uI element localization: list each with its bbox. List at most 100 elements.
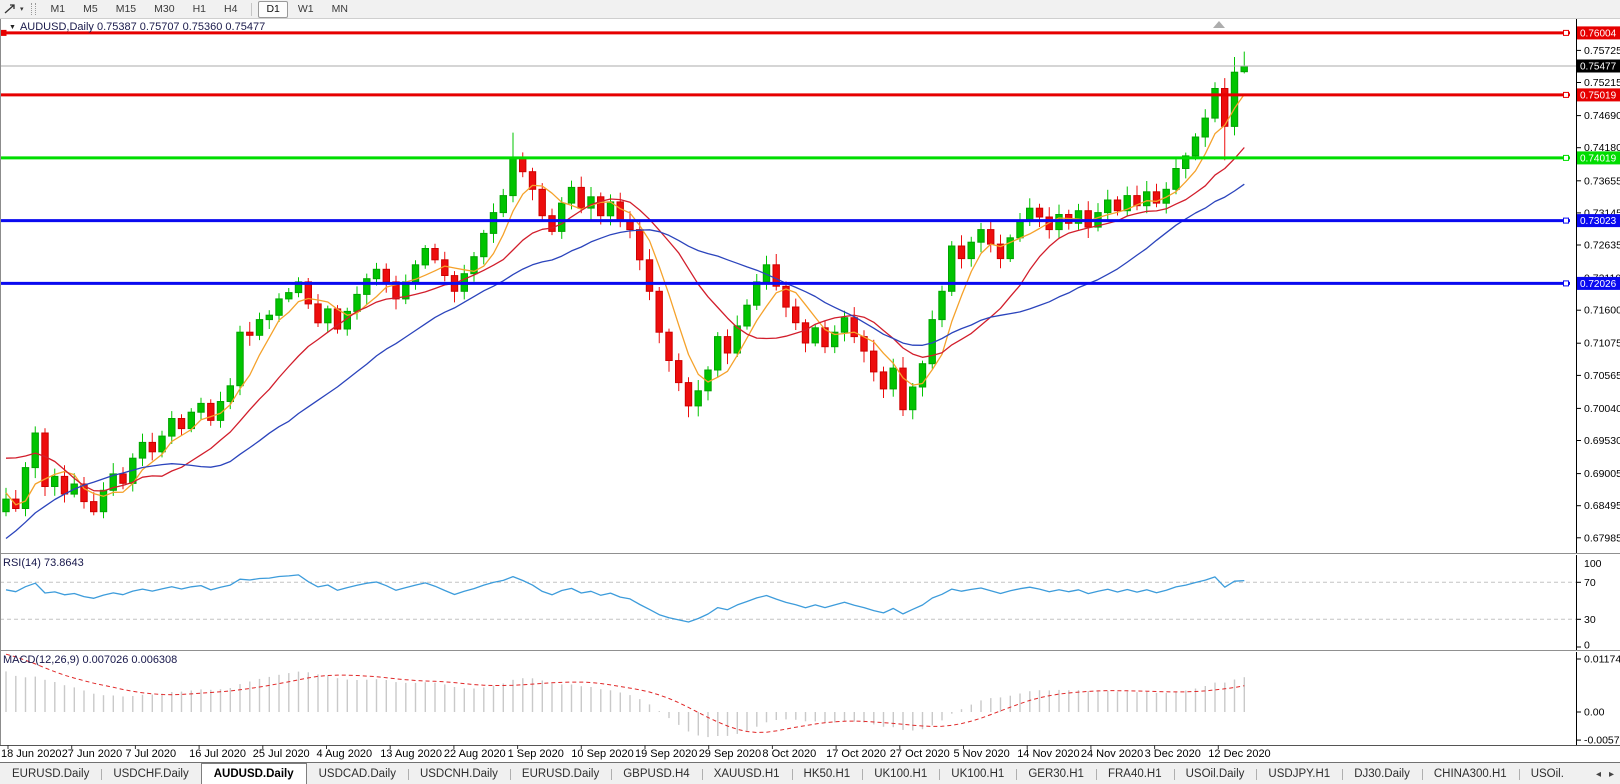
- timeframe-button-d1[interactable]: D1: [258, 0, 288, 18]
- tab-eurusd-daily[interactable]: EURUSD.Daily: [509, 765, 611, 784]
- timeframe-button-mn[interactable]: MN: [331, 2, 348, 15]
- line-handle-icon[interactable]: [1563, 29, 1569, 36]
- candle: [1026, 207, 1034, 222]
- tab-scroll-left-icon[interactable]: ◂: [1595, 769, 1601, 780]
- price-level-badge-label: 0.72026: [1580, 279, 1617, 290]
- chart-shift-marker-icon[interactable]: [1213, 21, 1225, 28]
- candle: [519, 157, 527, 173]
- candle: [1162, 188, 1170, 204]
- rsi-axis-tick-label: 0: [1584, 640, 1590, 652]
- price-level-badge: [1577, 151, 1620, 165]
- tab-uk100-h1[interactable]: UK100.H1: [939, 765, 1016, 784]
- tab-usdcad-daily[interactable]: USDCAD.Daily: [318, 768, 396, 780]
- tab-usoil-[interactable]: USOil.: [1518, 765, 1576, 784]
- candle: [860, 336, 868, 352]
- price-axis-tick-label: 0.69530: [1584, 435, 1620, 447]
- line-handle-icon[interactable]: [1563, 217, 1569, 224]
- candle: [987, 229, 995, 245]
- tab-usdcnh-daily[interactable]: USDCNH.Daily: [407, 765, 510, 784]
- candle: [636, 229, 644, 261]
- price-axis-tick-label: 0.75215: [1584, 77, 1620, 89]
- candle: [1152, 191, 1161, 204]
- cursor-tool-button[interactable]: ▾: [0, 1, 28, 17]
- date-axis-label: 18 Jun 2020: [1, 748, 62, 760]
- chart-canvas[interactable]: 0.757250.752150.746900.741800.736550.731…: [0, 0, 1620, 762]
- candle: [158, 435, 166, 453]
- tab-scroll-right-icon[interactable]: ▸: [1608, 769, 1614, 780]
- tab-usdjpy-h1[interactable]: USDJPY.H1: [1256, 765, 1342, 784]
- candle: [870, 350, 878, 373]
- tab-ger30-h1[interactable]: GER30.H1: [1016, 765, 1096, 784]
- candle: [684, 382, 693, 407]
- candle: [558, 202, 566, 232]
- price-axis-tick-label: 0.70565: [1584, 370, 1620, 382]
- candle: [246, 331, 254, 336]
- candle: [21, 467, 30, 510]
- candle: [324, 308, 332, 324]
- candle: [831, 331, 839, 348]
- date-axis-label: 14 Nov 2020: [1017, 748, 1079, 760]
- candle: [528, 171, 537, 190]
- tab-usdchf-daily[interactable]: USDCHF.Daily: [101, 765, 200, 784]
- macd-axis-tick-label: 0.011743: [1584, 654, 1620, 666]
- candle: [879, 371, 888, 390]
- candle: [918, 363, 927, 388]
- toolbar-grip[interactable]: [30, 3, 36, 15]
- tab-scroll-arrows: ◂ ▸: [1587, 764, 1620, 784]
- timeframe-button-h4[interactable]: H4: [224, 2, 238, 15]
- timeframe-buttons: M1 M5 M15 M30 H1 H4 D1 W1 MN: [42, 0, 357, 18]
- candle: [51, 475, 59, 487]
- rsi-pane: 100 70 30 0: [0, 554, 1602, 652]
- candle: [1230, 71, 1239, 127]
- candle: [489, 212, 498, 234]
- candle: [840, 317, 849, 333]
- chart-title-ohlc: 0.75387 0.75707 0.75360 0.75477: [96, 21, 266, 33]
- tab-xauusd-h1[interactable]: XAUUSD.H1: [701, 765, 792, 784]
- candle: [421, 248, 430, 266]
- candle: [577, 186, 585, 209]
- candle: [197, 402, 205, 413]
- candle: [801, 322, 810, 344]
- macd-axis-tick-label: 0.00: [1584, 707, 1605, 719]
- rsi-axis-tick-label: 100: [1584, 558, 1602, 570]
- candle: [723, 336, 732, 354]
- candle: [41, 432, 49, 487]
- date-axis-label: 12 Dec 2020: [1208, 748, 1270, 760]
- candle: [1113, 199, 1122, 212]
- tab-usoil-daily[interactable]: USOil.Daily: [1173, 765, 1257, 784]
- candle: [1123, 195, 1131, 212]
- price-axis-tick-label: 0.74180: [1584, 142, 1620, 154]
- tab-uk100-h1[interactable]: UK100.H1: [862, 765, 939, 784]
- timeframe-button-m1[interactable]: M1: [50, 2, 66, 15]
- candle: [1240, 65, 1248, 73]
- ma-slow-line: [5, 183, 1245, 540]
- ma-medium-line: [5, 147, 1245, 492]
- rsi-axis-tick-label: 70: [1584, 577, 1596, 589]
- candle: [714, 336, 722, 371]
- date-axis-label: 22 Aug 2020: [444, 748, 506, 760]
- timeframe-button-h1[interactable]: H1: [192, 2, 207, 15]
- timeframe-button-m5[interactable]: M5: [83, 2, 98, 15]
- tab-eurusd-daily[interactable]: EURUSD.Daily: [12, 768, 90, 780]
- tab-gbpusd-h4[interactable]: GBPUSD.H4: [611, 765, 701, 784]
- candle: [1172, 168, 1180, 190]
- timeframe-button-m30[interactable]: M30: [154, 2, 175, 15]
- tab-audusd-daily[interactable]: AUDUSD.Daily: [200, 763, 307, 784]
- candle: [665, 331, 673, 362]
- price-axis-tick-label: 0.71075: [1584, 338, 1620, 350]
- line-handle-icon[interactable]: [1563, 280, 1569, 287]
- timeframe-button-m15[interactable]: M15: [115, 2, 137, 15]
- line-handle-icon[interactable]: [1563, 154, 1569, 161]
- timeframe-button-w1[interactable]: W1: [297, 2, 314, 15]
- date-axis-label: 16 Jul 2020: [189, 748, 246, 760]
- tab-hk50-h1[interactable]: HK50.H1: [791, 765, 863, 784]
- tab-dj30-daily[interactable]: DJ30.Daily: [1342, 765, 1422, 784]
- macd-indicator-label: MACD(12,26,9) 0.007026 0.006308: [3, 654, 178, 666]
- tab-china300-h1[interactable]: CHINA300.H1: [1421, 765, 1519, 784]
- tab-fra40-h1[interactable]: FRA40.H1: [1095, 765, 1174, 784]
- line-handle-icon[interactable]: [0, 29, 7, 36]
- line-handle-icon[interactable]: [1563, 91, 1569, 98]
- price-level-badge: [1577, 26, 1620, 40]
- candle: [567, 186, 576, 204]
- candle: [1143, 191, 1151, 207]
